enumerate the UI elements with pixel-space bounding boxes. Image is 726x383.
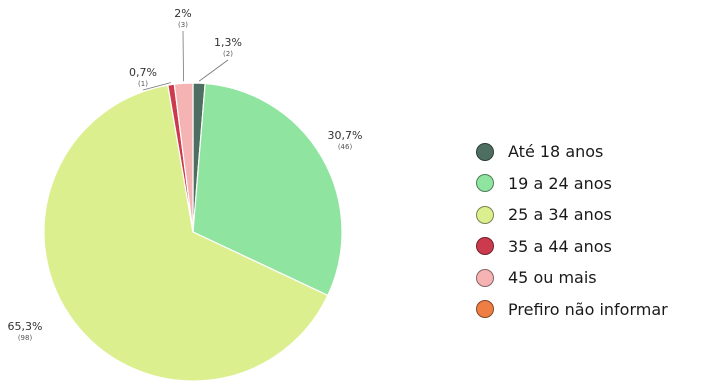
legend-item-prefiro-nao-informar: Prefiro não informar xyxy=(476,294,668,326)
legend-item-35-44: 35 a 44 anos xyxy=(476,231,668,263)
slice-percent-label: 2% xyxy=(174,7,191,20)
leader-line xyxy=(142,82,171,91)
legend-swatch xyxy=(476,174,494,193)
slice-percent-label: 1,3% xyxy=(214,36,242,49)
leader-line xyxy=(198,59,229,82)
legend-label: 19 a 24 anos xyxy=(508,173,612,193)
slice-count-label: (46) xyxy=(338,143,353,151)
slice-percent-label: 0,7% xyxy=(129,66,157,79)
legend-item-45-mais: 45 ou mais xyxy=(476,262,668,294)
legend-label: 25 a 34 anos xyxy=(508,205,612,225)
slice-count-label: (2) xyxy=(223,50,233,58)
slice-19-24 xyxy=(192,82,343,297)
slice-45-mais xyxy=(173,82,194,233)
legend-swatch xyxy=(476,300,494,319)
leader-line xyxy=(182,30,184,82)
legend-label: 35 a 44 anos xyxy=(508,236,612,256)
legend-item-19-24: 19 a 24 anos xyxy=(476,168,668,200)
legend-label: Prefiro não informar xyxy=(508,299,668,319)
legend-item-ate-18: Até 18 anos xyxy=(476,136,668,168)
legend-swatch xyxy=(476,237,494,256)
legend-item-25-34: 25 a 34 anos xyxy=(476,199,668,231)
slice-count-label: (3) xyxy=(178,21,188,29)
slice-percent-label: 65,3% xyxy=(8,320,43,333)
slice-25-34 xyxy=(43,84,329,382)
legend-label: Até 18 anos xyxy=(508,142,604,162)
slice-count-label: (1) xyxy=(138,80,148,88)
slice-percent-label: 30,7% xyxy=(328,129,363,142)
legend-swatch xyxy=(476,142,494,161)
legend-swatch xyxy=(476,205,494,224)
legend-swatch xyxy=(476,268,494,287)
slice-count-label: (98) xyxy=(18,334,33,342)
legend-label: 45 ou mais xyxy=(508,268,597,288)
legend: Até 18 anos 19 a 24 anos 25 a 34 anos 35… xyxy=(476,136,668,325)
